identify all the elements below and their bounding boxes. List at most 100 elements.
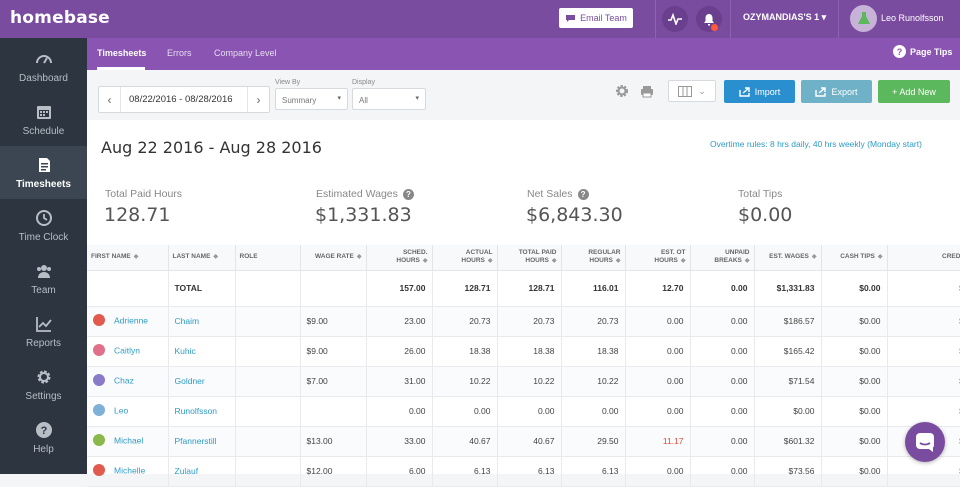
sidebar-item-schedule[interactable]: Schedule xyxy=(0,93,87,146)
wages-value: $601.32 xyxy=(783,436,815,446)
actual-cell: 0.00 xyxy=(432,396,498,427)
sidebar-item-settings[interactable]: Settings xyxy=(0,358,87,411)
display-dropdown[interactable]: All ▾ xyxy=(352,88,426,110)
sidebar-item-timesheets[interactable]: Timesheets xyxy=(0,146,87,199)
table-row[interactable]: Caitlyn Kuhic $9.00 26.00 18.38 18.38 18.38 0.0… xyxy=(87,336,960,367)
user-menu[interactable]: Leo Runolfsson xyxy=(881,13,944,23)
breaks-value: 0.00 xyxy=(730,376,748,386)
help-circle-icon[interactable]: ? xyxy=(577,188,589,200)
sched-cell: 31.00 xyxy=(366,366,433,397)
sidebar-item-team[interactable]: Team xyxy=(0,252,87,305)
column-header[interactable]: CASH TIPS ◆ xyxy=(821,245,888,271)
email-team-button[interactable]: Email Team xyxy=(559,8,633,28)
user-avatar-icon xyxy=(93,344,105,356)
chevron-down-icon: ⌄ xyxy=(698,85,706,96)
breaks-value: 0.00 xyxy=(730,466,748,476)
overtime-rules-link[interactable]: Overtime rules: 8 hrs daily, 40 hrs week… xyxy=(710,139,922,149)
help-circle-icon[interactable]: ? xyxy=(402,188,414,200)
table-row[interactable]: Adrienne Chaim $9.00 23.00 20.73 20.73 20.73 0.… xyxy=(87,306,960,337)
cash-value: $0.00 xyxy=(859,406,881,416)
table-row[interactable]: Michelle Zulauf $12.00 6.00 6.13 6.13 6.13 0.00… xyxy=(87,456,960,487)
column-header-label: ROLE xyxy=(239,253,258,261)
column-header[interactable]: SCHED. HOURS ◆ xyxy=(366,245,433,271)
chat-launcher-button[interactable] xyxy=(905,422,945,462)
location-selector[interactable]: OZYMANDIAS'S 1 ▾ xyxy=(743,12,827,22)
clock-icon xyxy=(35,209,52,226)
actual-value: 0.00 xyxy=(473,406,491,416)
column-header[interactable]: CREDIT TIPS xyxy=(887,245,960,271)
columns-icon xyxy=(678,85,693,97)
sched-cell: 6.00 xyxy=(366,456,433,487)
paid-cell: 40.67 xyxy=(497,426,562,457)
sidebar-item-reports[interactable]: Reports xyxy=(0,305,87,358)
table-row[interactable]: Michael Pfannerstill $13.00 33.00 40.67 40.67… xyxy=(87,426,960,457)
tab-timesheets[interactable]: Timesheets xyxy=(97,48,147,58)
cash-value: $0.00 xyxy=(859,346,881,356)
credit-cell: $0.00 xyxy=(887,306,960,337)
add-new-button[interactable]: + Add New xyxy=(878,80,950,103)
page-tips-button[interactable]: ? Page Tips xyxy=(893,45,952,58)
column-header[interactable]: UNPAID BREAKS ◆ xyxy=(690,245,755,271)
table-row[interactable]: Leo Runolfsson 0.00 0.00 0.00 0.00 0.00 0.00 $0.… xyxy=(87,396,960,427)
export-button[interactable]: Export xyxy=(801,80,872,103)
column-header[interactable]: ROLE xyxy=(235,245,301,271)
last-cell[interactable]: Pfannerstill xyxy=(168,426,236,457)
print-icon[interactable] xyxy=(637,81,657,101)
first-cell[interactable]: Chaz xyxy=(87,366,169,397)
column-header[interactable]: FIRST NAME ◆ xyxy=(87,245,169,271)
last-cell[interactable]: Chaim xyxy=(168,306,236,337)
user-avatar[interactable] xyxy=(850,5,877,32)
ot-value: 11.17 xyxy=(662,436,684,446)
tab-errors[interactable]: Errors xyxy=(167,48,192,58)
column-header[interactable]: LAST NAME ◆ xyxy=(168,245,236,271)
first-cell[interactable]: Leo xyxy=(87,396,169,427)
first-cell[interactable]: Michael xyxy=(87,426,169,457)
last-cell[interactable]: Goldner xyxy=(168,366,236,397)
sched-cell: 33.00 xyxy=(366,426,433,457)
cash-value: $0.00 xyxy=(859,376,881,386)
sidebar-item-dashboard[interactable]: Dashboard xyxy=(0,40,87,93)
activity-icon[interactable] xyxy=(662,6,688,32)
column-header[interactable]: EST. WAGES ◆ xyxy=(754,245,822,271)
first-cell[interactable]: Adrienne xyxy=(87,306,169,337)
table-row[interactable]: Chaz Goldner $7.00 31.00 10.22 10.22 10.22 0.00… xyxy=(87,366,960,397)
notifications-bell-icon[interactable] xyxy=(696,6,722,32)
sidebar-item-label: Dashboard xyxy=(19,72,68,84)
first-cell[interactable]: Michelle xyxy=(87,456,169,487)
chevron-right-icon[interactable]: › xyxy=(247,87,269,112)
credit-cell: $0.00 xyxy=(887,336,960,367)
import-label: Import xyxy=(754,86,781,97)
wage-value: $9.00 xyxy=(306,346,328,356)
last-cell[interactable]: Kuhic xyxy=(168,336,236,367)
column-header[interactable]: WAGE RATE ◆ xyxy=(300,245,367,271)
ot-cell: 0.00 xyxy=(625,306,691,337)
tab-company-level[interactable]: Company Level xyxy=(214,48,277,58)
caret-down-icon: ▾ xyxy=(415,95,419,102)
regular-cell: 29.50 xyxy=(561,426,626,457)
homebase-logo[interactable]: homebase xyxy=(10,8,110,28)
import-button[interactable]: Import xyxy=(724,80,795,103)
first-cell[interactable]: Caitlyn xyxy=(87,336,169,367)
wage-value: $9.00 xyxy=(306,316,328,326)
view-by-dropdown[interactable]: Summary ▾ xyxy=(275,88,348,110)
gear-icon xyxy=(37,370,50,383)
column-selector[interactable]: ⌄ xyxy=(668,80,716,102)
last-cell[interactable]: Runolfsson xyxy=(168,396,236,427)
column-header[interactable]: TOTAL PAID HOURS ◆ xyxy=(497,245,562,271)
sidebar-item-time-clock[interactable]: Time Clock xyxy=(0,199,87,252)
date-range-picker[interactable]: ‹ 08/22/2016 - 08/28/2016 › xyxy=(98,86,270,113)
column-header[interactable]: REGULAR HOURS ◆ xyxy=(561,245,626,271)
chevron-left-icon[interactable]: ‹ xyxy=(99,87,121,112)
sub-navigation: ? Page Tips xyxy=(87,38,960,70)
sidebar-item-help[interactable]: ? Help xyxy=(0,411,87,464)
role-cell xyxy=(235,336,301,367)
last-cell[interactable]: Zulauf xyxy=(168,456,236,487)
column-header[interactable]: ACTUAL HOURS ◆ xyxy=(432,245,498,271)
total-cell: $0.00 xyxy=(887,270,960,307)
total-cell xyxy=(300,270,367,307)
settings-gear-icon[interactable] xyxy=(612,81,632,101)
actual-value: 6.13 xyxy=(473,466,491,476)
user-avatar-icon xyxy=(93,374,105,386)
column-header[interactable]: EST. OT HOURS ◆ xyxy=(625,245,691,271)
total-cell: 0.00 xyxy=(690,270,755,307)
